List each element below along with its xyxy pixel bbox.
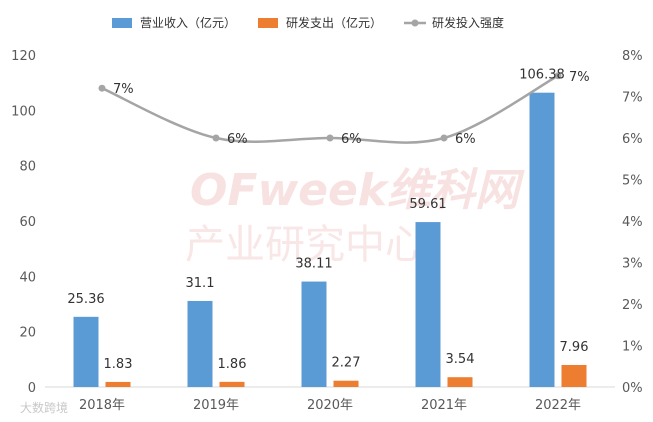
y-right-tick-label: 7%	[622, 91, 643, 106]
x-tick-label: 2021年	[421, 398, 467, 413]
bar-data-label: 1.83	[104, 357, 133, 372]
legend-swatch	[112, 18, 132, 28]
data-labels: 25.36 31.1 38.11 59.61 106.38 1.83 1.86 2.27 3.5…	[67, 68, 589, 372]
y-right-tick-label: 3%	[622, 257, 643, 272]
bar-data-label: 3.54	[446, 352, 475, 367]
bar	[529, 92, 555, 387]
x-tick-label: 2019年	[193, 398, 239, 413]
y-right-tick-label: 5%	[622, 174, 643, 189]
line-data-label: 6%	[341, 132, 362, 147]
watermark: OFweek维科网 产业研究中心 大数跨境	[20, 165, 525, 415]
y-left-tick-label: 120	[11, 49, 36, 64]
bar-data-label: 31.1	[186, 276, 215, 291]
bar-data-label: 7.96	[560, 340, 589, 355]
line-point	[326, 134, 334, 142]
legend-label: 研发支出（亿元）	[286, 15, 382, 30]
y-left-tick-label: 40	[19, 270, 36, 285]
bar	[447, 377, 473, 387]
line-point	[98, 84, 106, 92]
watermark-source: 大数跨境	[20, 400, 68, 415]
bar-data-label: 106.38	[519, 68, 565, 83]
line-point	[212, 134, 220, 142]
x-tick-label: 2018年	[79, 398, 125, 413]
bar	[301, 281, 327, 387]
watermark-brand: OFweek维科网	[190, 165, 525, 216]
y-left-tick-label: 60	[19, 215, 36, 230]
y-right-tick-label: 0%	[622, 381, 643, 396]
line-series	[98, 72, 562, 144]
bar-data-label: 59.61	[409, 197, 446, 212]
y-left-tick-label: 20	[19, 326, 36, 341]
bar	[415, 222, 441, 387]
y-right-tick-label: 8%	[622, 49, 643, 64]
y-left-tick-label: 100	[11, 104, 36, 119]
bar-data-label: 2.27	[332, 356, 361, 371]
bar	[187, 300, 213, 387]
y-left-tick-label: 80	[19, 160, 36, 175]
y-right-tick-label: 1%	[622, 340, 643, 355]
bar	[105, 381, 131, 387]
y-left-tick-label: 0	[28, 381, 36, 396]
y-right-tick-label: 6%	[622, 132, 643, 147]
legend-label: 研发投入强度	[432, 15, 504, 30]
x-tick-label: 2020年	[307, 398, 353, 413]
bar-data-label: 25.36	[67, 292, 104, 307]
line-data-label: 6%	[227, 132, 248, 147]
watermark-subtitle: 产业研究中心	[185, 222, 425, 268]
bar	[219, 381, 245, 387]
line-point	[440, 134, 448, 142]
line-data-label: 6%	[455, 132, 476, 147]
axes: 0 20 40 60 80 100 120 0% 1% 2% 3% 4% 5% 6% 7% 8% 2018年 20…	[11, 49, 642, 413]
bar	[333, 380, 359, 387]
bar	[73, 316, 99, 387]
legend-label: 营业收入（亿元）	[140, 15, 236, 30]
legend-line-marker	[411, 19, 419, 27]
line-path	[101, 74, 559, 144]
line-data-label: 7%	[569, 70, 590, 85]
bars	[73, 92, 587, 387]
legend: 营业收入（亿元） 研发支出（亿元） 研发投入强度	[112, 15, 504, 30]
line-data-label: 7%	[113, 82, 134, 97]
legend-swatch	[258, 18, 278, 28]
y-right-tick-label: 2%	[622, 298, 643, 313]
bar	[561, 364, 587, 387]
bar-data-label: 38.11	[295, 257, 332, 272]
bar-data-label: 1.86	[218, 357, 247, 372]
y-right-tick-label: 4%	[622, 215, 643, 230]
x-tick-label: 2022年	[535, 398, 581, 413]
line-point	[554, 72, 562, 80]
